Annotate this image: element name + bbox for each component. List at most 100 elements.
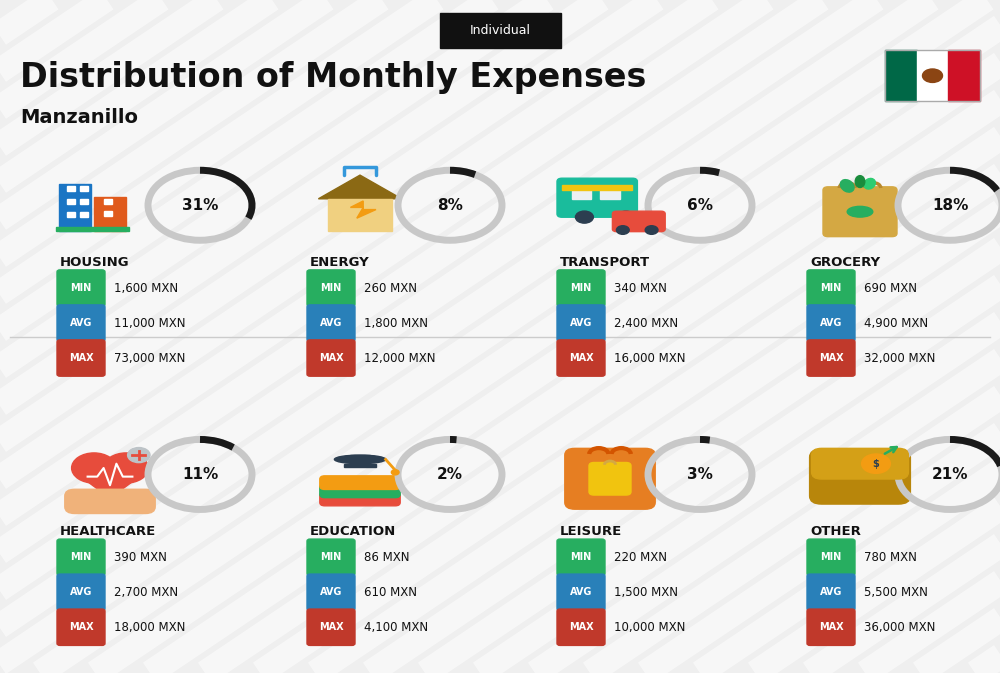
FancyBboxPatch shape [807, 609, 855, 645]
FancyBboxPatch shape [307, 340, 355, 376]
Ellipse shape [334, 455, 386, 464]
Circle shape [128, 448, 150, 462]
Text: MAX: MAX [819, 353, 843, 363]
Text: Distribution of Monthly Expenses: Distribution of Monthly Expenses [20, 61, 646, 94]
Text: AVG: AVG [570, 318, 592, 328]
FancyBboxPatch shape [823, 187, 897, 237]
FancyBboxPatch shape [344, 464, 376, 467]
Bar [80, 212, 88, 217]
FancyBboxPatch shape [57, 539, 105, 575]
Circle shape [391, 470, 399, 475]
FancyBboxPatch shape [807, 340, 855, 376]
Text: 11%: 11% [182, 467, 218, 482]
Text: MIN: MIN [320, 553, 342, 562]
Ellipse shape [855, 176, 865, 188]
Text: 3%: 3% [687, 467, 713, 482]
FancyBboxPatch shape [307, 270, 355, 306]
Text: MIN: MIN [820, 553, 842, 562]
Circle shape [104, 453, 148, 483]
Text: 6%: 6% [687, 198, 713, 213]
Bar [59, 184, 91, 231]
FancyBboxPatch shape [557, 539, 605, 575]
Bar [80, 186, 88, 191]
FancyBboxPatch shape [807, 574, 855, 610]
Bar [67, 199, 75, 204]
Text: ENERGY: ENERGY [310, 256, 370, 269]
Text: MIN: MIN [70, 283, 92, 293]
Ellipse shape [840, 180, 854, 192]
FancyBboxPatch shape [57, 270, 105, 306]
Circle shape [922, 69, 942, 83]
FancyBboxPatch shape [812, 448, 908, 479]
Text: 73,000 MXN: 73,000 MXN [114, 351, 185, 365]
Text: MIN: MIN [320, 283, 342, 293]
FancyBboxPatch shape [807, 539, 855, 575]
FancyBboxPatch shape [557, 305, 605, 341]
Bar [600, 188, 620, 199]
Text: AVG: AVG [570, 588, 592, 597]
Text: 31%: 31% [182, 198, 218, 213]
Text: LEISURE: LEISURE [560, 525, 622, 538]
FancyBboxPatch shape [589, 462, 631, 495]
Text: MIN: MIN [570, 553, 592, 562]
Text: AVG: AVG [320, 588, 342, 597]
Bar [104, 211, 112, 216]
Text: MIN: MIN [570, 283, 592, 293]
Text: 86 MXN: 86 MXN [364, 551, 410, 564]
Bar [67, 212, 75, 217]
Text: AVG: AVG [70, 318, 92, 328]
Text: 12,000 MXN: 12,000 MXN [364, 351, 436, 365]
Text: 16,000 MXN: 16,000 MXN [614, 351, 686, 365]
FancyBboxPatch shape [557, 270, 605, 306]
Text: 21%: 21% [932, 467, 968, 482]
Text: 390 MXN: 390 MXN [114, 551, 167, 564]
Bar [572, 188, 591, 199]
Text: 8%: 8% [437, 198, 463, 213]
FancyBboxPatch shape [810, 449, 910, 504]
Text: 10,000 MXN: 10,000 MXN [614, 621, 685, 634]
Text: MIN: MIN [70, 553, 92, 562]
Bar [94, 197, 126, 231]
Text: TRANSPORT: TRANSPORT [560, 256, 650, 269]
FancyBboxPatch shape [65, 489, 155, 513]
Text: MAX: MAX [69, 353, 93, 363]
Bar [562, 185, 632, 190]
Circle shape [862, 454, 890, 473]
Text: AVG: AVG [70, 588, 92, 597]
Text: 780 MXN: 780 MXN [864, 551, 917, 564]
FancyBboxPatch shape [307, 574, 355, 610]
Circle shape [616, 225, 629, 234]
FancyBboxPatch shape [807, 305, 855, 341]
Circle shape [617, 211, 635, 223]
FancyBboxPatch shape [557, 609, 605, 645]
FancyBboxPatch shape [307, 539, 355, 575]
FancyBboxPatch shape [320, 476, 400, 489]
Text: 2,700 MXN: 2,700 MXN [114, 586, 178, 599]
Text: 18,000 MXN: 18,000 MXN [114, 621, 185, 634]
Polygon shape [75, 472, 145, 498]
Text: 4,100 MXN: 4,100 MXN [364, 621, 428, 634]
Bar [885, 50, 917, 101]
Text: HEALTHCARE: HEALTHCARE [60, 525, 156, 538]
Text: MAX: MAX [69, 623, 93, 632]
Text: MIN: MIN [820, 283, 842, 293]
Text: 610 MXN: 610 MXN [364, 586, 417, 599]
Text: 1,600 MXN: 1,600 MXN [114, 281, 178, 295]
Circle shape [72, 453, 116, 483]
Text: MAX: MAX [569, 353, 593, 363]
FancyBboxPatch shape [320, 484, 400, 497]
Text: 2%: 2% [437, 467, 463, 482]
Text: GROCERY: GROCERY [810, 256, 880, 269]
Bar [80, 199, 88, 204]
Bar [67, 186, 75, 191]
Polygon shape [350, 201, 376, 218]
FancyBboxPatch shape [612, 211, 665, 232]
Text: 1,500 MXN: 1,500 MXN [614, 586, 678, 599]
FancyBboxPatch shape [307, 609, 355, 645]
FancyBboxPatch shape [565, 448, 655, 509]
Text: 32,000 MXN: 32,000 MXN [864, 351, 935, 365]
Text: 220 MXN: 220 MXN [614, 551, 667, 564]
Text: 36,000 MXN: 36,000 MXN [864, 621, 935, 634]
Text: MAX: MAX [819, 623, 843, 632]
Ellipse shape [864, 178, 875, 189]
